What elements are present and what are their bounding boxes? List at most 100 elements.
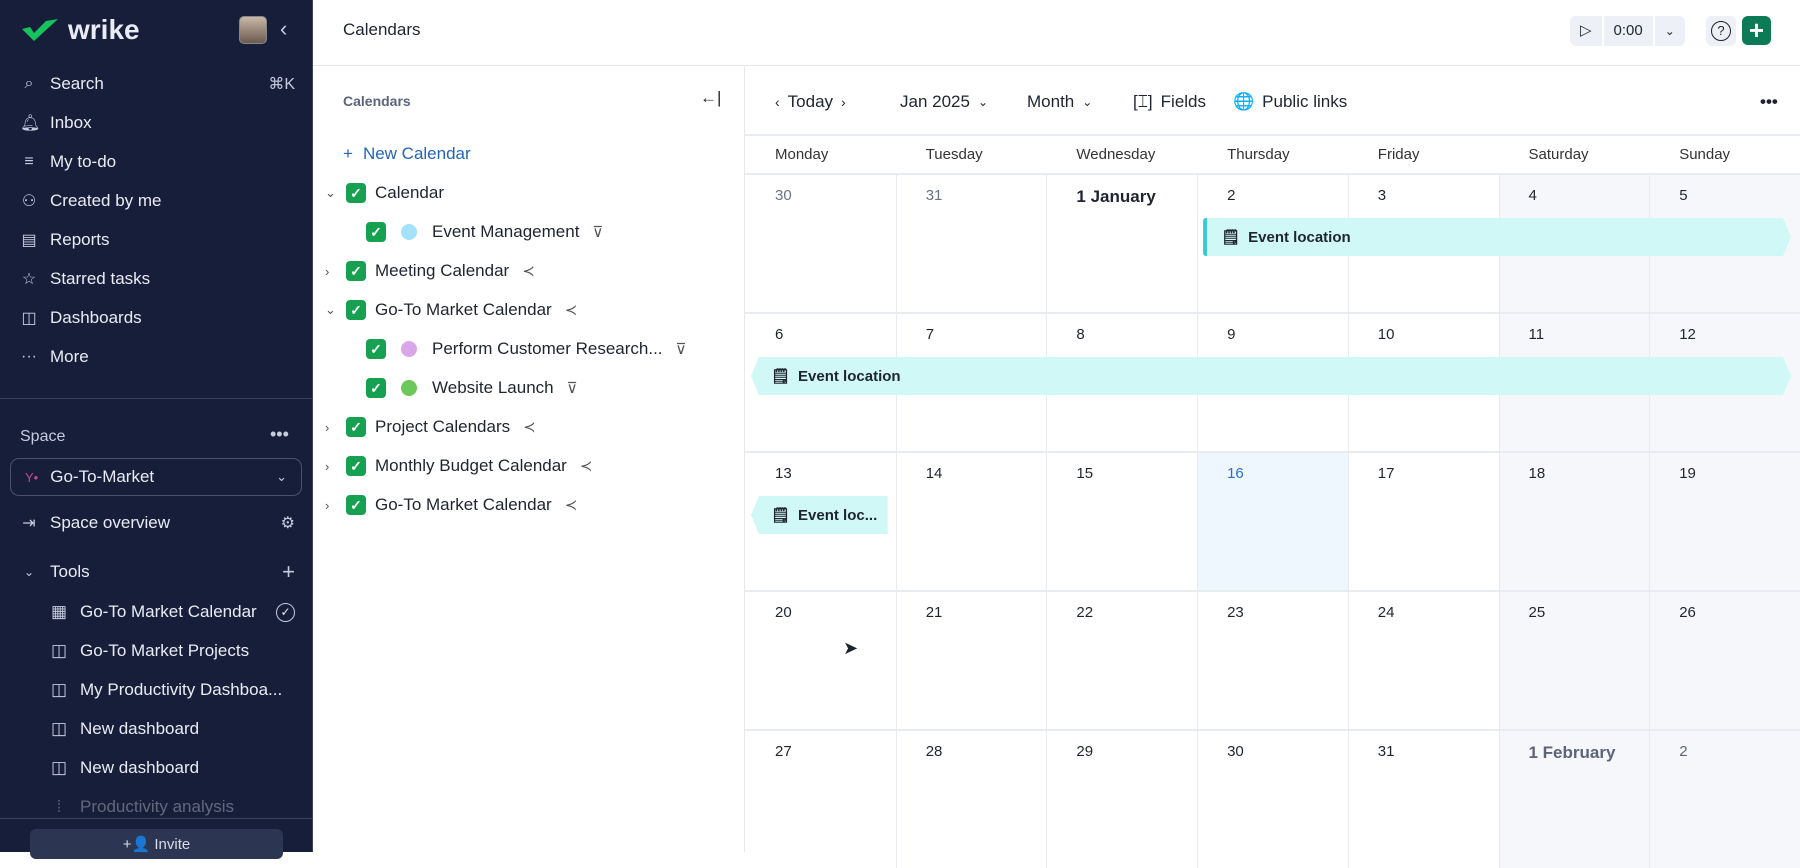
calendar-tree-item[interactable]: › ✓ Meeting Calendar ≺ bbox=[325, 256, 535, 286]
day-cell[interactable]: 16 bbox=[1197, 451, 1349, 590]
day-cell[interactable]: 20 bbox=[745, 590, 896, 729]
checkbox[interactable]: ✓ bbox=[366, 222, 386, 242]
calendar-tree-item[interactable]: ⌄ ✓ Calendar bbox=[325, 178, 444, 208]
check-circle-icon[interactable]: ✓ bbox=[276, 602, 295, 622]
today-button[interactable]: Today bbox=[787, 92, 834, 111]
nav-item-created-by-me[interactable]: ⚇ Created by me bbox=[20, 186, 295, 216]
day-cell[interactable]: 8 bbox=[1046, 312, 1197, 451]
chevron-down-icon[interactable]: ⌄ bbox=[325, 302, 336, 317]
checkbox[interactable]: ✓ bbox=[366, 339, 386, 359]
day-cell[interactable]: 30 bbox=[1197, 729, 1348, 868]
nav-item-reports[interactable]: ▤ Reports bbox=[20, 225, 295, 255]
day-cell[interactable]: 6 bbox=[745, 312, 896, 451]
calendar-tree-item[interactable]: ✓ Event Management ⊽ bbox=[366, 217, 603, 247]
filter-icon[interactable]: ⊽ bbox=[566, 380, 578, 397]
invite-button[interactable]: +👤 Invite bbox=[30, 829, 283, 859]
wrike-logo[interactable]: wrike bbox=[20, 14, 140, 46]
period-select[interactable]: Jan 2025 ⌄ bbox=[900, 87, 988, 117]
collapse-panel-icon[interactable]: ←| bbox=[700, 88, 722, 107]
day-cell[interactable]: 24 bbox=[1348, 590, 1499, 729]
nav-item-starred-tasks[interactable]: ☆ Starred tasks bbox=[20, 264, 295, 294]
share-icon[interactable]: ≺ bbox=[523, 419, 536, 436]
tool-item[interactable]: ◫ Go-To Market Projects bbox=[50, 636, 295, 666]
space-overview[interactable]: ⇥ Space overview ⚙ bbox=[20, 508, 295, 538]
share-icon[interactable]: ≺ bbox=[522, 263, 535, 280]
day-cell[interactable]: 17 bbox=[1348, 451, 1499, 590]
day-cell[interactable]: 30 bbox=[745, 173, 896, 312]
space-selector[interactable]: Y• Go-To-Market ⌄ bbox=[10, 458, 302, 496]
day-cell[interactable]: 18 bbox=[1498, 451, 1650, 590]
tool-item[interactable]: ◫ New dashboard bbox=[50, 714, 295, 744]
view-select[interactable]: Month ⌄ bbox=[1027, 87, 1092, 117]
calendar-tree-item[interactable]: ✓ Website Launch ⊽ bbox=[366, 373, 578, 403]
collapse-sidebar-icon[interactable]: ‹ bbox=[280, 16, 288, 41]
help-button[interactable]: ? bbox=[1706, 16, 1736, 46]
chevron-left-icon[interactable]: ‹ bbox=[775, 94, 780, 110]
day-cell[interactable]: 10 bbox=[1348, 312, 1499, 451]
chevron-right-icon[interactable]: › bbox=[325, 497, 330, 513]
chevron-right-icon[interactable]: › bbox=[325, 458, 330, 474]
chevron-down-icon[interactable]: ⌄ bbox=[325, 185, 336, 200]
event-bar[interactable]: 🗒︎ Event location bbox=[1203, 218, 1791, 256]
chevron-down-icon[interactable]: ⌄ bbox=[1664, 24, 1675, 38]
tool-item[interactable]: ⁞ Productivity analysis bbox=[50, 792, 295, 822]
day-cell[interactable]: 25 bbox=[1498, 590, 1650, 729]
fields-button[interactable]: [⌶] Fields bbox=[1133, 87, 1206, 117]
day-cell[interactable]: 9 bbox=[1197, 312, 1348, 451]
calendar-tree-item[interactable]: ⌄ ✓ Go-To Market Calendar ≺ bbox=[325, 295, 577, 325]
day-cell[interactable]: 2 bbox=[1649, 729, 1800, 868]
day-cell[interactable]: 28 bbox=[896, 729, 1047, 868]
nav-item-my-to-do[interactable]: ≡ My to-do bbox=[20, 147, 295, 177]
gear-icon[interactable]: ⚙ bbox=[280, 515, 295, 532]
filter-icon[interactable]: ⊽ bbox=[592, 224, 604, 241]
day-cell[interactable]: 15 bbox=[1046, 451, 1197, 590]
avatar[interactable] bbox=[239, 16, 267, 44]
day-cell[interactable]: 31 bbox=[1348, 729, 1499, 868]
nav-item-more[interactable]: ··· More bbox=[20, 342, 295, 372]
day-cell[interactable]: 1 January bbox=[1046, 173, 1197, 312]
create-button[interactable]: + bbox=[1742, 16, 1771, 45]
nav-item-inbox[interactable]: 🔔︎ Inbox bbox=[20, 108, 295, 138]
day-cell[interactable]: 3 bbox=[1348, 173, 1499, 312]
more-options-icon[interactable]: ••• bbox=[1760, 92, 1778, 111]
filter-icon[interactable]: ⊽ bbox=[675, 341, 687, 358]
chevron-right-icon[interactable]: › bbox=[325, 263, 330, 279]
tool-item[interactable]: ◫ My Productivity Dashboa... bbox=[50, 675, 295, 705]
chevron-right-icon[interactable]: › bbox=[841, 94, 846, 110]
nav-item-dashboards[interactable]: ◫ Dashboards bbox=[20, 303, 295, 333]
day-cell[interactable]: 7 bbox=[896, 312, 1047, 451]
share-icon[interactable]: ≺ bbox=[564, 302, 578, 319]
nav-item-search[interactable]: ⌕ Search ⌘K bbox=[20, 69, 295, 99]
tools-section[interactable]: ⌄ Tools + bbox=[20, 557, 295, 587]
add-tool-icon[interactable]: + bbox=[282, 559, 295, 584]
day-cell[interactable]: 21 bbox=[896, 590, 1047, 729]
tool-item[interactable]: ◫ New dashboard bbox=[50, 753, 295, 783]
checkbox[interactable]: ✓ bbox=[346, 417, 366, 437]
day-cell[interactable]: 2 bbox=[1197, 173, 1348, 312]
day-cell[interactable]: 29 bbox=[1046, 729, 1197, 868]
share-icon[interactable]: ≺ bbox=[564, 497, 578, 514]
new-calendar-button[interactable]: + New Calendar bbox=[343, 144, 471, 164]
calendar-tree-item[interactable]: › ✓ Monthly Budget Calendar ≺ bbox=[325, 451, 592, 481]
tool-item[interactable]: ▦ Go-To Market Calendar ✓ bbox=[50, 597, 295, 627]
event-bar[interactable]: 🗒︎ Event location bbox=[751, 357, 1791, 395]
checkbox[interactable]: ✓ bbox=[346, 183, 366, 203]
checkbox[interactable]: ✓ bbox=[346, 300, 366, 320]
day-cell[interactable]: 19 bbox=[1649, 451, 1800, 590]
day-cell[interactable]: 31 bbox=[896, 173, 1047, 312]
chevron-right-icon[interactable]: › bbox=[325, 419, 330, 435]
day-cell[interactable]: 27 bbox=[745, 729, 896, 868]
day-cell[interactable]: 1 February bbox=[1498, 729, 1650, 868]
calendar-tree-item[interactable]: › ✓ Go-To Market Calendar ≺ bbox=[325, 490, 577, 520]
checkbox[interactable]: ✓ bbox=[346, 261, 366, 281]
day-cell[interactable]: 23 bbox=[1197, 590, 1348, 729]
day-cell[interactable]: 26 bbox=[1649, 590, 1800, 729]
day-cell[interactable]: 13 bbox=[745, 451, 896, 590]
space-more-icon[interactable]: ••• bbox=[270, 424, 289, 444]
share-icon[interactable]: ≺ bbox=[579, 458, 593, 475]
day-cell[interactable]: 22 bbox=[1046, 590, 1197, 729]
calendar-tree-item[interactable]: ✓ Perform Customer Research... ⊽ bbox=[366, 334, 687, 364]
calendar-tree-item[interactable]: › ✓ Project Calendars ≺ bbox=[325, 412, 536, 442]
public-links-button[interactable]: 🌐 Public links bbox=[1233, 87, 1347, 117]
play-icon[interactable]: ▷ bbox=[1570, 16, 1604, 46]
